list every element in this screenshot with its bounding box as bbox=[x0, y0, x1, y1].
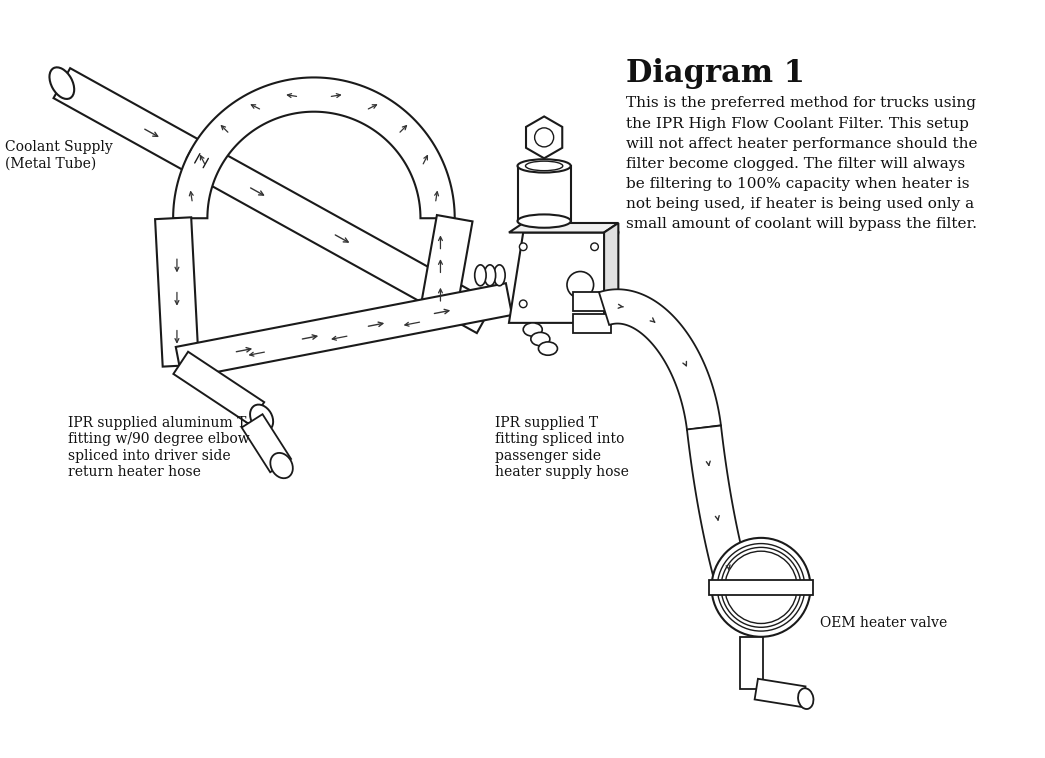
Circle shape bbox=[717, 543, 805, 631]
Ellipse shape bbox=[271, 453, 293, 478]
Polygon shape bbox=[509, 223, 619, 233]
Polygon shape bbox=[176, 283, 512, 379]
Circle shape bbox=[519, 243, 527, 251]
Ellipse shape bbox=[526, 161, 563, 171]
Ellipse shape bbox=[798, 688, 813, 709]
Text: IPR supplied aluminum T-
fitting w/90 degree elbow
spliced into driver side
retu: IPR supplied aluminum T- fitting w/90 de… bbox=[69, 416, 250, 479]
Bar bbox=[573, 293, 610, 312]
Bar bbox=[517, 166, 571, 221]
Circle shape bbox=[567, 271, 594, 298]
Polygon shape bbox=[241, 414, 292, 472]
FancyBboxPatch shape bbox=[709, 580, 813, 595]
Polygon shape bbox=[53, 68, 493, 333]
Ellipse shape bbox=[531, 333, 550, 346]
Circle shape bbox=[725, 551, 797, 624]
Circle shape bbox=[535, 128, 554, 147]
Polygon shape bbox=[173, 77, 455, 218]
Polygon shape bbox=[740, 637, 763, 689]
Polygon shape bbox=[173, 352, 264, 424]
Circle shape bbox=[721, 547, 800, 628]
Ellipse shape bbox=[474, 265, 486, 286]
Text: Coolant Supply
(Metal Tube): Coolant Supply (Metal Tube) bbox=[5, 140, 113, 171]
Text: Diagram 1: Diagram 1 bbox=[626, 58, 805, 89]
Polygon shape bbox=[155, 218, 199, 367]
Polygon shape bbox=[509, 233, 619, 323]
Polygon shape bbox=[422, 215, 472, 307]
Polygon shape bbox=[754, 679, 806, 707]
Polygon shape bbox=[599, 290, 721, 430]
Ellipse shape bbox=[250, 405, 273, 431]
Circle shape bbox=[590, 243, 599, 251]
Text: IPR supplied T
fitting spliced into
passenger side
heater supply hose: IPR supplied T fitting spliced into pass… bbox=[494, 416, 628, 479]
Ellipse shape bbox=[524, 323, 542, 337]
Ellipse shape bbox=[517, 215, 571, 227]
Text: OEM heater valve: OEM heater valve bbox=[820, 615, 947, 630]
Polygon shape bbox=[687, 425, 753, 603]
Circle shape bbox=[590, 300, 599, 308]
Circle shape bbox=[519, 300, 527, 308]
Ellipse shape bbox=[49, 67, 74, 99]
Text: This is the preferred method for trucks using
the IPR High Flow Coolant Filter. : This is the preferred method for trucks … bbox=[626, 96, 977, 230]
Bar bbox=[573, 315, 610, 334]
Ellipse shape bbox=[517, 159, 571, 173]
Ellipse shape bbox=[538, 342, 557, 356]
Ellipse shape bbox=[493, 265, 505, 286]
Polygon shape bbox=[526, 117, 562, 158]
Polygon shape bbox=[604, 223, 619, 323]
Ellipse shape bbox=[484, 265, 495, 286]
Circle shape bbox=[712, 538, 811, 637]
